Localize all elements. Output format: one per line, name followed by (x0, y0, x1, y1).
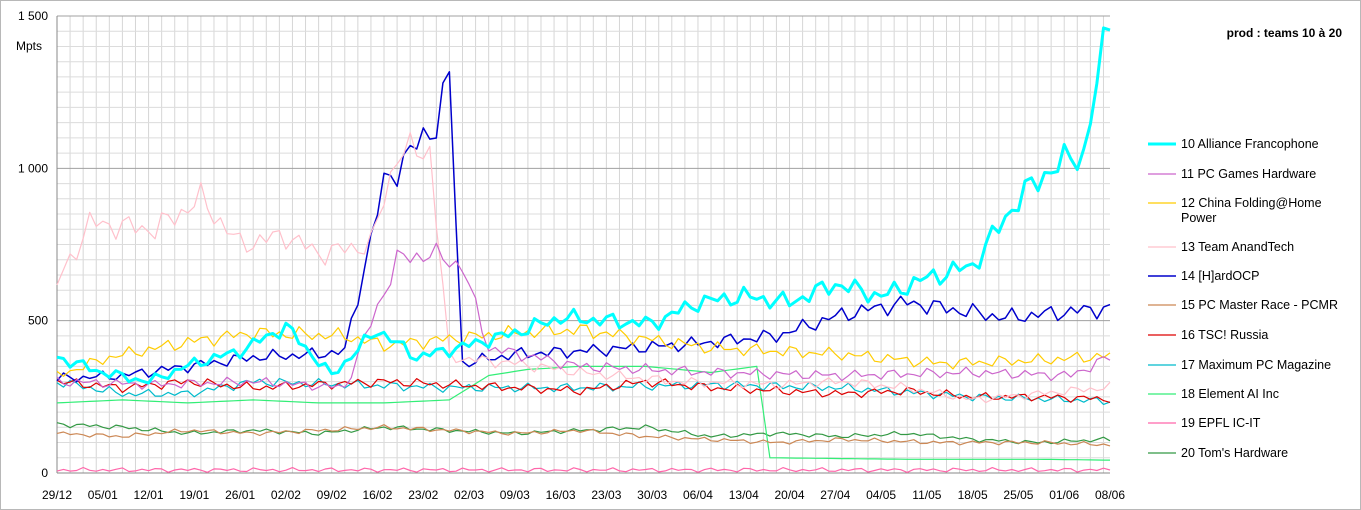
x-tick-label: 16/02 (362, 488, 392, 502)
x-tick-label: 09/03 (500, 488, 530, 502)
x-tick-label: 20/04 (775, 488, 805, 502)
x-tick-label: 06/04 (683, 488, 713, 502)
chart-title: prod : teams 10 à 20 (1227, 26, 1343, 40)
x-tick-label: 25/05 (1003, 488, 1033, 502)
legend-label: 20 Tom's Hardware (1181, 446, 1288, 460)
x-tick-label: 01/06 (1049, 488, 1079, 502)
legend-label: 15 PC Master Race - PCMR (1181, 298, 1338, 312)
x-tick-label: 16/03 (546, 488, 576, 502)
x-tick-label: 30/03 (637, 488, 667, 502)
y-tick-label: 1 500 (18, 9, 48, 23)
series-line (56, 422, 1111, 445)
legend-label: 12 China Folding@Home Power (1181, 196, 1322, 225)
legend-label: 16 TSC! Russia (1181, 328, 1268, 342)
series-line (56, 322, 1111, 377)
x-tick-label: 26/01 (225, 488, 255, 502)
series-line (56, 132, 1111, 404)
x-tick-label: 23/02 (408, 488, 438, 502)
series-line (56, 466, 1111, 473)
x-tick-label: 18/05 (958, 488, 988, 502)
legend-label: 14 [H]ardOCP (1181, 269, 1260, 283)
x-tick-label: 23/03 (591, 488, 621, 502)
series-line (56, 26, 1111, 385)
y-axis-ticks: 0 500 1 000 1 500 (18, 9, 48, 480)
legend-label: 19 EPFL IC-IT (1181, 416, 1261, 430)
x-tick-label: 02/03 (454, 488, 484, 502)
legend-label: 10 Alliance Francophone (1181, 137, 1319, 151)
x-tick-label: 09/02 (317, 488, 347, 502)
x-tick-label: 02/02 (271, 488, 301, 502)
legend-label: 13 Team AnandTech (1181, 240, 1294, 254)
x-tick-label: 05/01 (88, 488, 118, 502)
series-line (56, 378, 1111, 403)
x-tick-label: 19/01 (179, 488, 209, 502)
legend-label: 17 Maximum PC Magazine (1181, 358, 1331, 372)
y-axis-unit-label: Mpts (16, 39, 42, 53)
grid (56, 15, 1110, 474)
series-line (56, 377, 1111, 405)
y-tick-label: 500 (28, 314, 48, 328)
x-tick-label: 27/04 (820, 488, 850, 502)
x-axis-ticks: 29/12 05/01 12/01 19/01 26/01 02/02 09/02 16/02… (42, 488, 1125, 502)
x-tick-label: 12/01 (134, 488, 164, 502)
y-tick-label: 0 (41, 466, 48, 480)
x-tick-label: 29/12 (42, 488, 72, 502)
legend-label: 18 Element AI Inc (1181, 387, 1279, 401)
series-line (56, 424, 1111, 447)
series-lines (56, 26, 1111, 473)
x-tick-label: 11/05 (912, 488, 941, 502)
x-tick-label: 13/04 (729, 488, 759, 502)
x-tick-label: 08/06 (1095, 488, 1125, 502)
legend-label: 11 PC Games Hardware (1181, 167, 1316, 181)
y-tick-label: 1 000 (18, 161, 48, 175)
series-line (56, 71, 1111, 383)
legend: 10 Alliance Francophone 11 PC Games Hardw… (1148, 137, 1338, 460)
series-line (56, 242, 1111, 391)
x-tick-label: 04/05 (866, 488, 896, 502)
series-line (56, 365, 1110, 461)
